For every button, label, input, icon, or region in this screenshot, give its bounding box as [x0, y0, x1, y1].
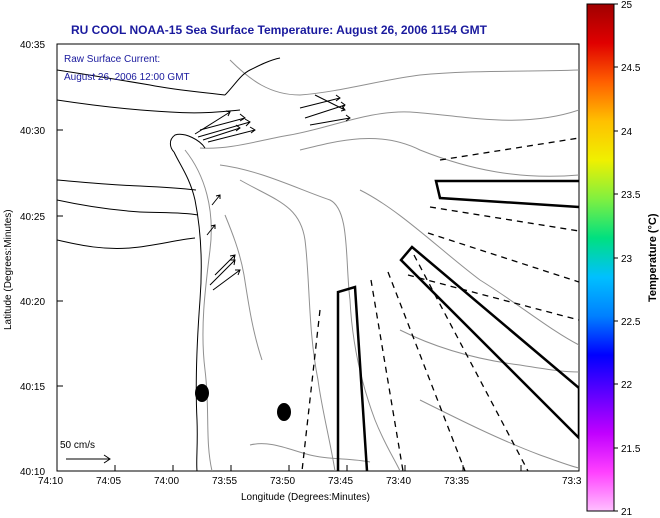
colorbar-tick-label: 25: [621, 0, 633, 11]
current-note-line2: August 26, 2006 12:00 GMT: [64, 72, 190, 83]
colorbar-tick-label: 24: [621, 127, 633, 138]
colorbar-tick-label: 21.5: [621, 444, 641, 455]
y-tick-label: 40:15: [20, 382, 45, 393]
x-tick-label: 74:10: [38, 476, 63, 487]
scale-label: 50 cm/s: [60, 440, 95, 451]
colorbar-tick-label: 24.5: [621, 63, 641, 74]
axis-tick-marks: [56, 43, 522, 472]
y-axis-label: Latitude (Degrees:Minutes): [3, 209, 14, 330]
colorbar-tick-marks: [614, 3, 618, 512]
colorbar-label: Temperature (°C): [647, 213, 659, 302]
x-tick-label: 74:00: [154, 476, 179, 487]
colorbar: [586, 3, 615, 512]
buoy-marker: [277, 403, 291, 421]
y-tick-label: 40:10: [20, 467, 45, 478]
y-tick-label: 40:25: [20, 212, 45, 223]
colorbar-tick-label: 23: [621, 254, 633, 265]
dashed-boundaries: [301, 137, 579, 471]
current-note-line1: Raw Surface Current:: [64, 54, 160, 65]
current-vectors: [194, 94, 351, 291]
y-tick-label: 40:35: [20, 40, 45, 51]
plot-frame: [56, 43, 580, 472]
x-tick-label: 73:55: [212, 476, 237, 487]
colorbar-tick-label: 21: [621, 507, 633, 518]
restricted-areas: [336, 179, 579, 471]
x-tick-label: 73:35: [444, 476, 469, 487]
x-tick-label: 73:50: [270, 476, 295, 487]
bathymetry-contours: [184, 59, 579, 471]
colorbar-tick-label: 23.5: [621, 190, 641, 201]
x-tick-label: 74:05: [96, 476, 121, 487]
coastline: [57, 57, 281, 471]
buoy-marker: [195, 384, 209, 402]
x-tick-label: 73:45: [328, 476, 353, 487]
y-tick-label: 40:20: [20, 297, 45, 308]
x-axis-label: Longitude (Degrees:Minutes): [241, 492, 370, 503]
y-tick-label: 40:30: [20, 126, 45, 137]
x-tick-label: 73:3: [562, 476, 582, 487]
colorbar-tick-label: 22: [621, 380, 633, 391]
scale-arrow: [66, 454, 111, 464]
x-tick-label: 73:40: [386, 476, 411, 487]
map-title: RU COOL NOAA-15 Sea Surface Temperature:…: [71, 23, 488, 37]
colorbar-tick-label: 22.5: [621, 317, 641, 328]
